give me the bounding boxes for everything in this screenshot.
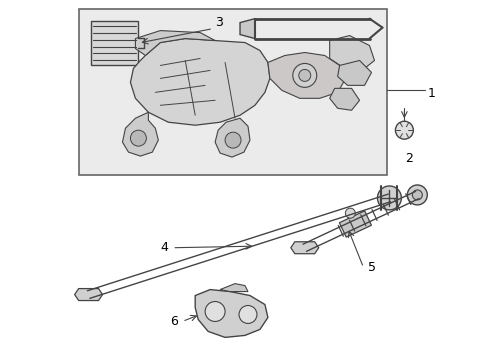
Polygon shape: [122, 112, 158, 156]
Circle shape: [377, 186, 401, 210]
Circle shape: [395, 121, 414, 139]
Polygon shape: [330, 36, 374, 72]
Polygon shape: [240, 19, 255, 39]
Circle shape: [293, 63, 317, 87]
Polygon shape: [330, 88, 360, 110]
Polygon shape: [268, 53, 344, 98]
Polygon shape: [291, 242, 318, 254]
Text: 5: 5: [368, 261, 375, 274]
Bar: [78, 9, 388, 175]
Circle shape: [413, 190, 422, 200]
Polygon shape: [130, 39, 270, 125]
Text: 2: 2: [405, 152, 413, 165]
Polygon shape: [135, 31, 215, 55]
Text: 6: 6: [171, 315, 178, 328]
Bar: [340, 211, 371, 237]
Text: 4: 4: [160, 241, 168, 254]
Polygon shape: [195, 289, 268, 337]
Circle shape: [205, 302, 225, 321]
Polygon shape: [74, 289, 102, 301]
Polygon shape: [215, 118, 250, 157]
Polygon shape: [220, 284, 248, 292]
Circle shape: [407, 185, 427, 205]
Circle shape: [130, 130, 147, 146]
Text: 1: 1: [427, 87, 435, 100]
Circle shape: [225, 132, 241, 148]
Polygon shape: [338, 60, 371, 85]
Circle shape: [345, 208, 355, 218]
Circle shape: [299, 69, 311, 81]
Bar: [91, 21, 138, 66]
Circle shape: [239, 306, 257, 323]
Text: 3: 3: [215, 16, 223, 29]
